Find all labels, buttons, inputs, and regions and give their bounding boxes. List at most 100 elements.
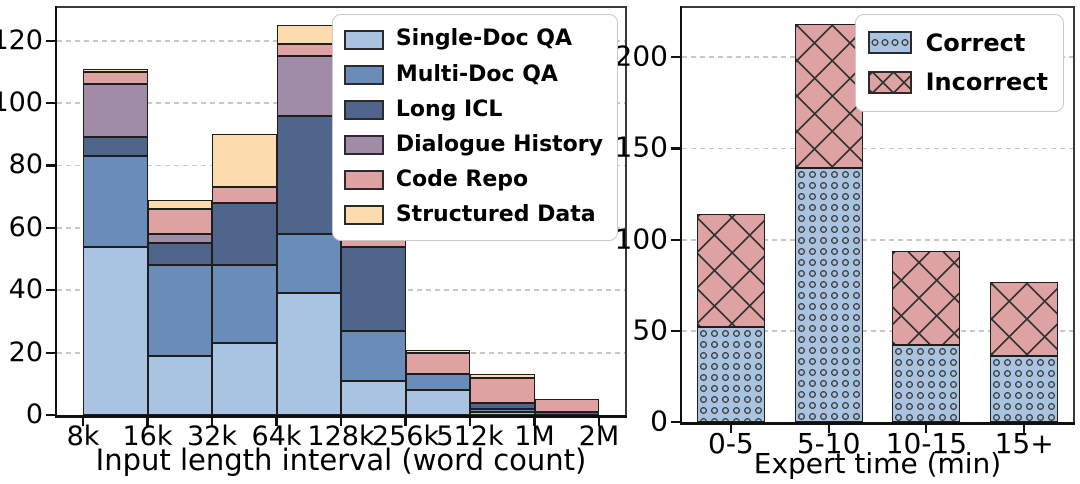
legend-label-single-doc-qa: Single-Doc QA bbox=[395, 26, 573, 52]
code-repo-segment bbox=[83, 71, 148, 85]
multi-doc-qa-segment bbox=[212, 265, 277, 344]
single-doc-qa-segment bbox=[147, 355, 212, 415]
long-icl-segment bbox=[276, 115, 341, 235]
x-tick bbox=[210, 417, 214, 426]
legend-label-correct: Correct bbox=[925, 28, 1026, 57]
y-tick-label: 100 bbox=[614, 222, 668, 256]
code-repo-segment bbox=[405, 352, 470, 375]
legend-entry-code-repo: Code Repo bbox=[343, 163, 603, 198]
y-tick-label: 150 bbox=[614, 130, 668, 164]
y-tick-label: 40 bbox=[8, 274, 43, 306]
x-tick-label: 512k bbox=[436, 421, 504, 452]
x-tick-label: 8k bbox=[66, 421, 100, 452]
plot-border-right bbox=[1073, 6, 1075, 426]
plot-border-bottom bbox=[679, 422, 1075, 426]
single-doc-qa-segment bbox=[405, 390, 470, 415]
x-tick-label: 32k bbox=[187, 421, 237, 452]
legend-entry-long-icl: Long ICL bbox=[343, 92, 603, 127]
x-tick bbox=[533, 417, 536, 426]
y-tick-label: 0 bbox=[25, 398, 43, 430]
legend-swatch-structured-data bbox=[343, 205, 384, 226]
x-tick bbox=[925, 424, 928, 433]
y-tick bbox=[671, 238, 680, 241]
legend-entry-multi-doc-qa: Multi-Doc QA bbox=[343, 57, 603, 92]
legend-swatch-incorrect bbox=[867, 71, 912, 95]
long-icl-segment bbox=[470, 402, 535, 409]
long-icl-segment bbox=[341, 246, 406, 331]
multi-doc-qa-segment bbox=[470, 408, 535, 412]
x-tick bbox=[597, 417, 601, 426]
expert-time-x-axis-label: Expert time (min) bbox=[753, 447, 1002, 480]
long-icl-segment bbox=[212, 202, 277, 266]
expert-time-histogram-legend: Correct Incorrect bbox=[854, 14, 1064, 112]
y-tick-label: 80 bbox=[8, 149, 43, 181]
y-tick bbox=[46, 39, 55, 42]
legend-entry-single-doc-qa: Single-Doc QA bbox=[343, 22, 603, 57]
y-tick bbox=[671, 56, 680, 59]
correct-segment bbox=[696, 327, 765, 422]
legend-entry-correct: Correct bbox=[867, 23, 1048, 63]
x-tick bbox=[1023, 424, 1026, 433]
multi-doc-qa-segment bbox=[276, 234, 341, 294]
multi-doc-qa-segment bbox=[83, 156, 148, 247]
plot-border-bottom bbox=[54, 415, 627, 419]
plot-border-top bbox=[54, 6, 627, 8]
legend-label-dialogue-history: Dialogue History bbox=[395, 131, 603, 157]
x-tick-label: 10-15 bbox=[885, 427, 968, 460]
code-repo-segment bbox=[147, 209, 212, 235]
long-icl-segment bbox=[83, 137, 148, 157]
x-tick-label: 0-5 bbox=[708, 427, 754, 460]
x-tick-label: 2M bbox=[578, 421, 620, 452]
legend-swatch-multi-doc-qa bbox=[343, 64, 384, 85]
y-tick-label: 200 bbox=[614, 39, 668, 73]
plot-border-top bbox=[679, 6, 1075, 8]
x-tick bbox=[404, 417, 407, 426]
x-tick-label: 256k bbox=[371, 421, 440, 452]
legend-entry-dialogue-history: Dialogue History bbox=[343, 128, 603, 163]
multi-doc-qa-segment bbox=[405, 374, 470, 391]
y-tick bbox=[46, 413, 55, 417]
x-tick-label: 16k bbox=[122, 421, 173, 452]
incorrect-segment bbox=[990, 281, 1059, 357]
y-tick bbox=[46, 289, 55, 292]
y-tick bbox=[46, 351, 55, 354]
multi-doc-qa-segment bbox=[341, 330, 406, 381]
gridline-y-50 bbox=[682, 329, 1073, 332]
single-doc-qa-segment bbox=[470, 411, 535, 415]
gridline-y-150 bbox=[682, 147, 1073, 150]
structured-data-segment bbox=[83, 68, 148, 72]
incorrect-segment bbox=[696, 214, 765, 328]
legend-swatch-single-doc-qa bbox=[343, 29, 384, 50]
dialogue-history-segment bbox=[83, 84, 148, 138]
legend-swatch-dialogue-history bbox=[343, 135, 384, 156]
incorrect-segment bbox=[892, 250, 961, 346]
x-tick-label: 1M bbox=[514, 421, 555, 452]
correct-segment bbox=[990, 356, 1059, 422]
legend-label-multi-doc-qa: Multi-Doc QA bbox=[395, 61, 558, 87]
dialogue-history-segment bbox=[276, 56, 341, 116]
x-tick-label: 15+ bbox=[994, 427, 1054, 460]
single-doc-qa-segment bbox=[276, 293, 341, 415]
multi-doc-qa-segment bbox=[147, 265, 212, 356]
code-repo-segment bbox=[534, 399, 599, 412]
x-tick bbox=[81, 417, 85, 426]
incorrect-segment bbox=[794, 24, 863, 169]
legend-label-structured-data: Structured Data bbox=[395, 202, 596, 228]
y-tick bbox=[671, 329, 680, 332]
y-tick-label: 120 bbox=[0, 24, 43, 56]
y-tick bbox=[671, 420, 680, 424]
legend-swatch-correct bbox=[867, 31, 912, 55]
x-tick bbox=[827, 424, 830, 433]
y-tick bbox=[46, 102, 55, 105]
single-doc-qa-segment bbox=[341, 380, 406, 415]
x-tick bbox=[729, 424, 732, 433]
structured-data-segment bbox=[470, 374, 535, 378]
legend-entry-incorrect: Incorrect bbox=[867, 63, 1048, 103]
code-repo-segment bbox=[212, 187, 277, 203]
legend-swatch-long-icl bbox=[343, 99, 384, 120]
code-repo-segment bbox=[470, 377, 535, 403]
structured-data-segment bbox=[147, 199, 212, 210]
single-doc-qa-segment bbox=[83, 246, 148, 415]
long-icl-segment bbox=[534, 411, 599, 415]
